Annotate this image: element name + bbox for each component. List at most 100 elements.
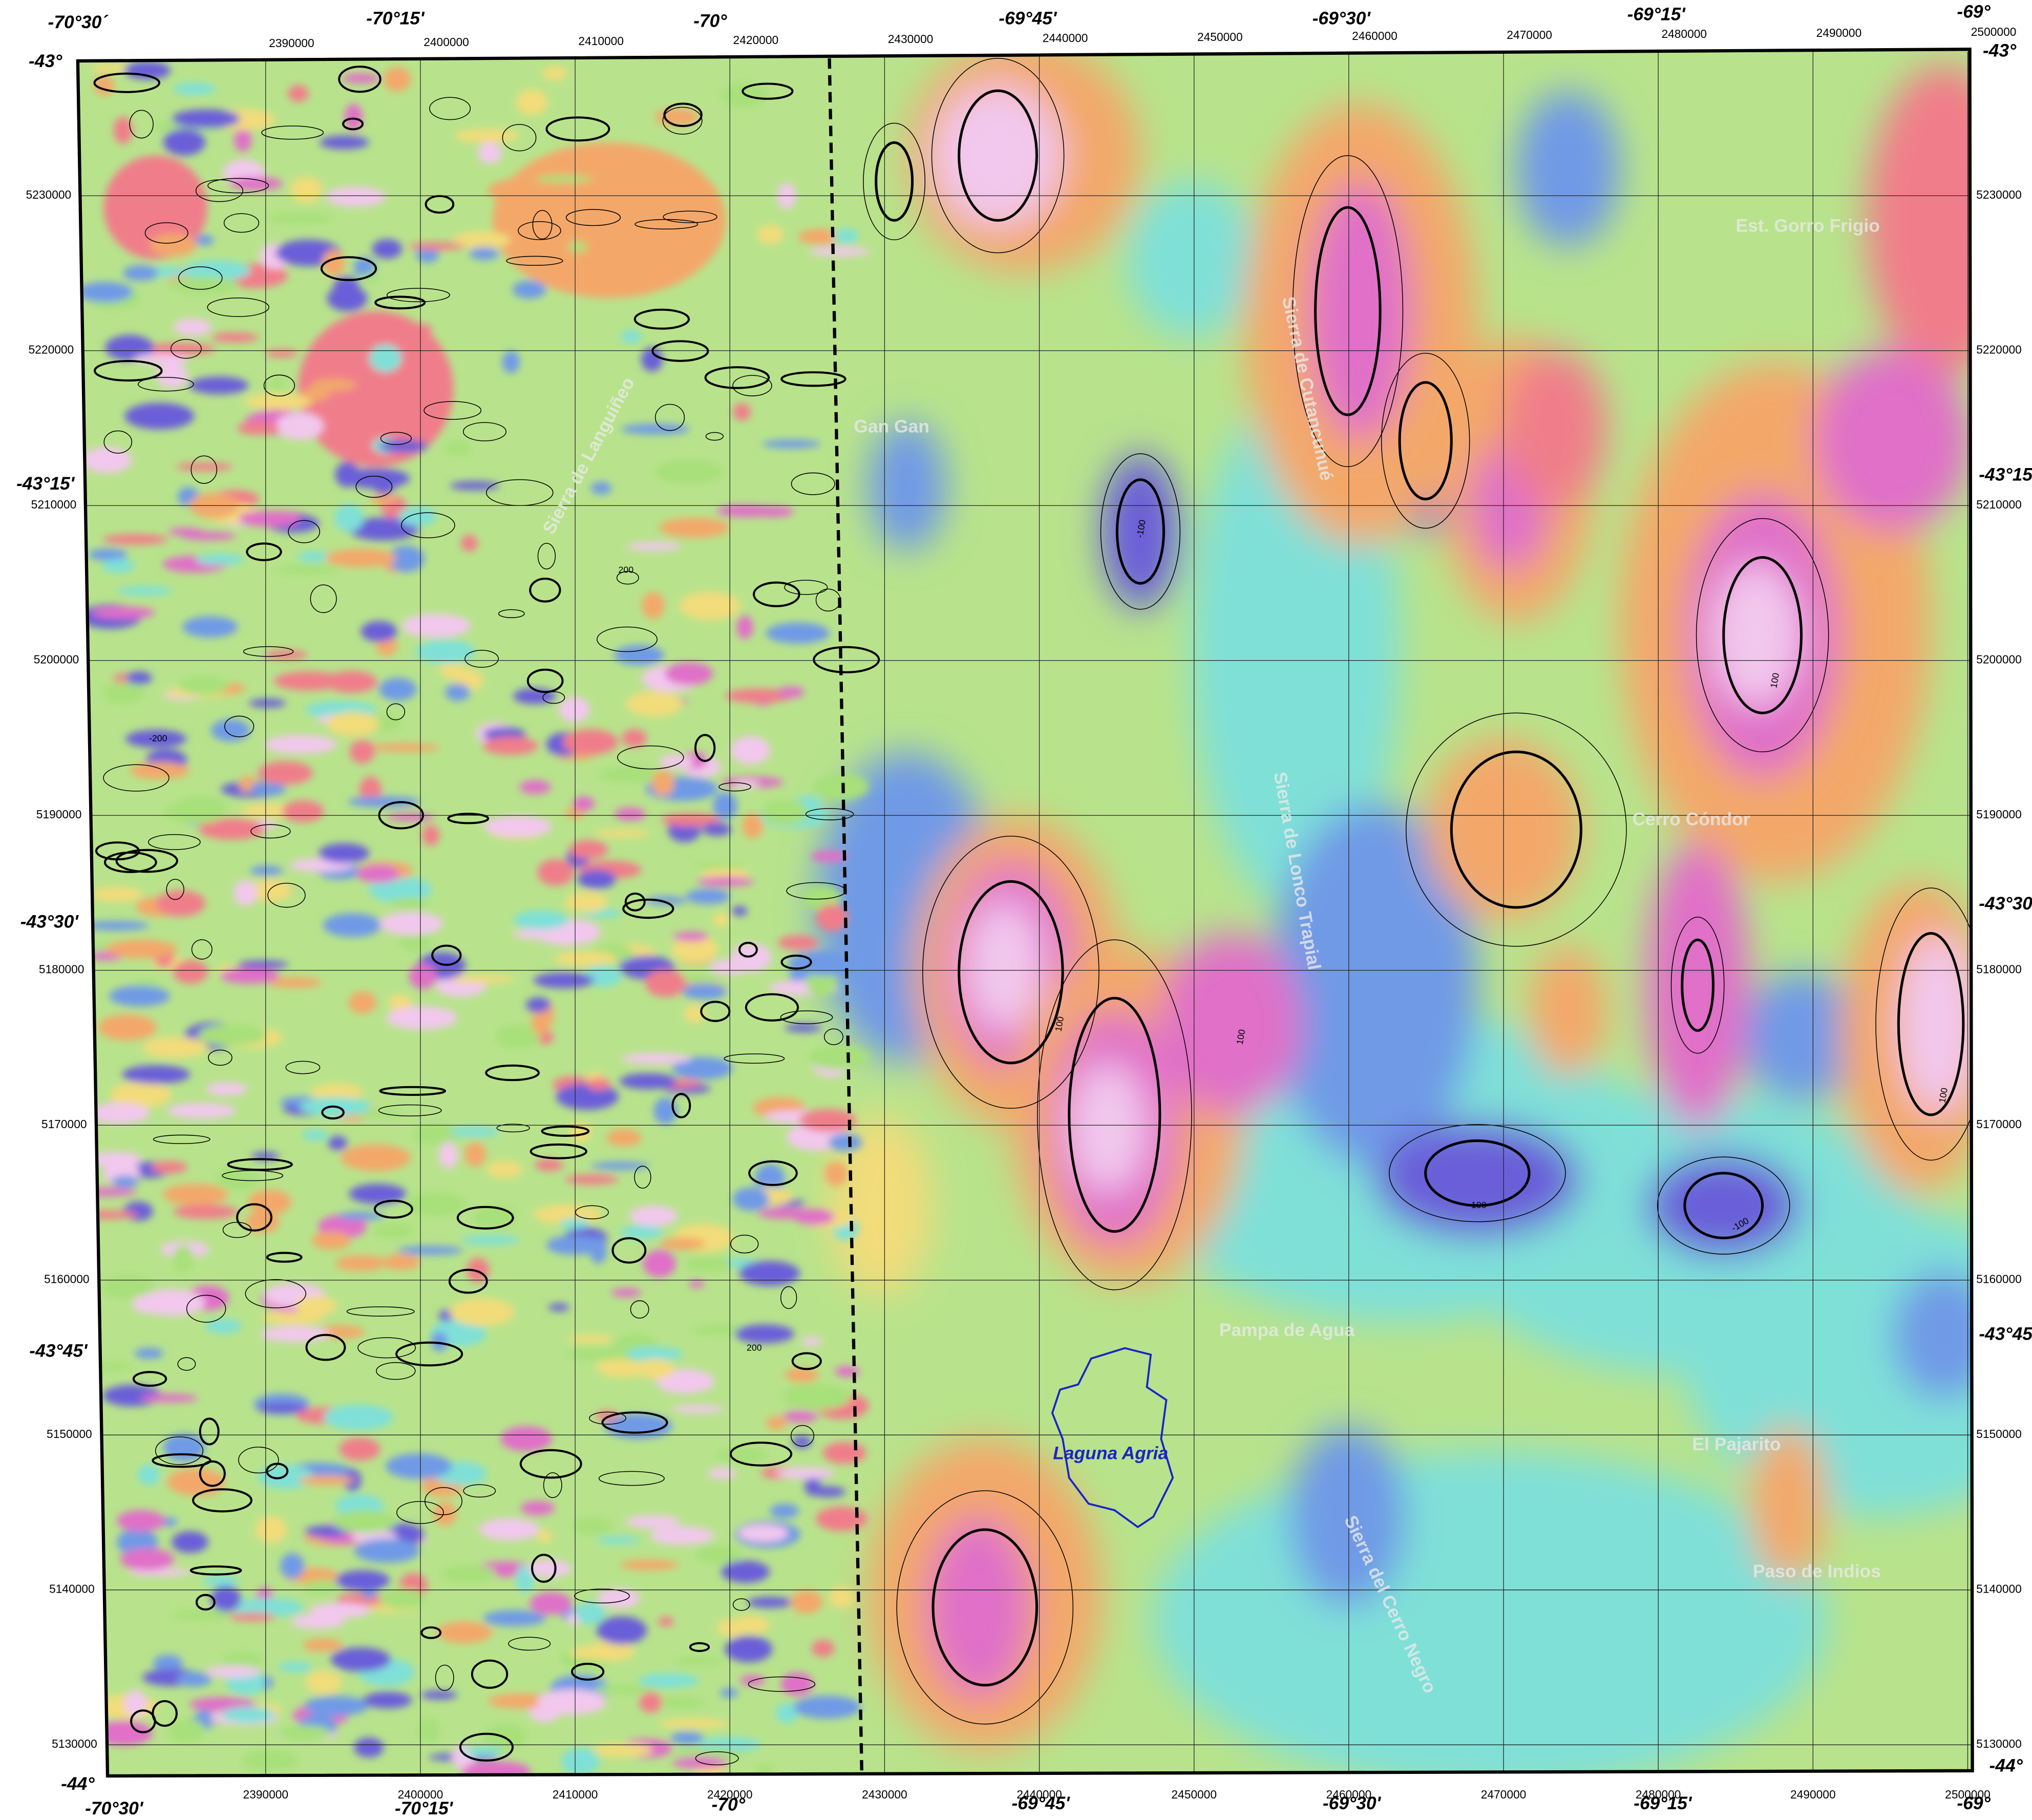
latitude-label-right: -44° [1989,1755,2023,1776]
field-blob [720,1688,738,1698]
contour [266,1463,289,1479]
field-blob [88,1103,150,1124]
field-blob [325,549,397,567]
field-blob [413,1123,460,1145]
field-blob [775,1467,835,1479]
northing-label-left: 5170000 [41,1117,87,1131]
northing-label-right: 5130000 [1976,1737,2022,1750]
contour [355,476,393,498]
field-blob [241,1749,299,1771]
field-blob [513,911,569,929]
longitude-label-top: -70°30´ [48,12,109,32]
northing-label-left: 5160000 [44,1273,90,1286]
longitude-label-bottom: -69°30' [1323,1793,1382,1813]
field-blob [933,84,1063,227]
contour [1681,938,1714,1032]
contour [700,1001,731,1022]
northing-label-left: 5190000 [36,808,82,821]
contour [1670,917,1725,1054]
field-blob [222,1651,263,1670]
field-blob [98,1014,157,1041]
field-blob [530,1592,572,1615]
field-blob [1866,65,1973,376]
field-blob [1127,181,1257,337]
field-blob [327,285,368,312]
field-blob [659,1719,729,1729]
contour [671,1093,691,1118]
field-blob [341,1144,411,1171]
contour [103,430,133,454]
field-blob [418,1717,441,1743]
field-blob [611,1288,642,1297]
field-blob [731,943,772,972]
contour [1722,556,1803,714]
field-blob [679,591,740,620]
field-blob [290,1614,345,1629]
field-blob [483,1610,546,1626]
field-blob [167,1468,225,1496]
field-blob [175,462,233,471]
field-blob [116,586,173,596]
longitude-label-bottom: -70° [712,1794,746,1815]
field-blob [290,176,323,203]
field-blob [1645,842,1750,1128]
field-blob [195,554,245,565]
field-blob [349,1183,407,1204]
field-blob [812,772,870,800]
field-blob [573,796,595,811]
field-blob [105,335,154,361]
contour [575,1205,609,1219]
field-blob [172,109,241,129]
field-blob [516,89,548,116]
contour [530,1143,587,1159]
field-blob [777,686,805,699]
field-blob [344,103,363,131]
field-blob [106,939,178,959]
field-blob [1749,1426,1828,1582]
field-blob [445,683,470,702]
field-blob [798,229,842,245]
field-blob [1743,972,1860,1102]
contour [144,222,188,244]
field-blob [451,975,516,984]
field-blob [454,129,520,143]
field-blob [788,950,860,976]
easting-label-bottom: 2490000 [1790,1788,1836,1801]
field-blob [199,818,265,840]
northing-label-right: 5220000 [1976,343,2022,356]
field-blob [597,1616,647,1645]
field-blob [348,991,377,1014]
contour [380,432,412,446]
field-blob [824,1161,848,1186]
field-blob [398,507,437,526]
field-blob [322,249,345,277]
field-blob [102,534,168,545]
field-blob [733,403,751,421]
contour [545,116,610,142]
field-blob [164,801,221,824]
contour [630,1300,649,1319]
field-blob [176,1672,211,1687]
contour [191,939,213,960]
contour [532,210,553,240]
field-blob [77,282,133,303]
contour [447,813,490,824]
place-label: Pampa de Agua [1219,1320,1355,1340]
field-blob [654,459,724,485]
field-blob [731,736,771,765]
contour [186,1295,226,1323]
field-blob [561,1748,600,1775]
field-blob [372,1222,415,1239]
contour [342,117,364,131]
longitude-label-top: -70°15' [366,8,425,28]
field-blob [339,1437,380,1461]
field-blob [736,615,753,639]
field-blob [1892,1270,1973,1400]
contour [456,1205,514,1230]
field-blob [535,1159,563,1171]
field-blob [306,1670,342,1695]
field-blob [793,1696,861,1719]
contour [395,1341,463,1367]
field-blob [626,691,683,717]
contour [634,219,698,230]
